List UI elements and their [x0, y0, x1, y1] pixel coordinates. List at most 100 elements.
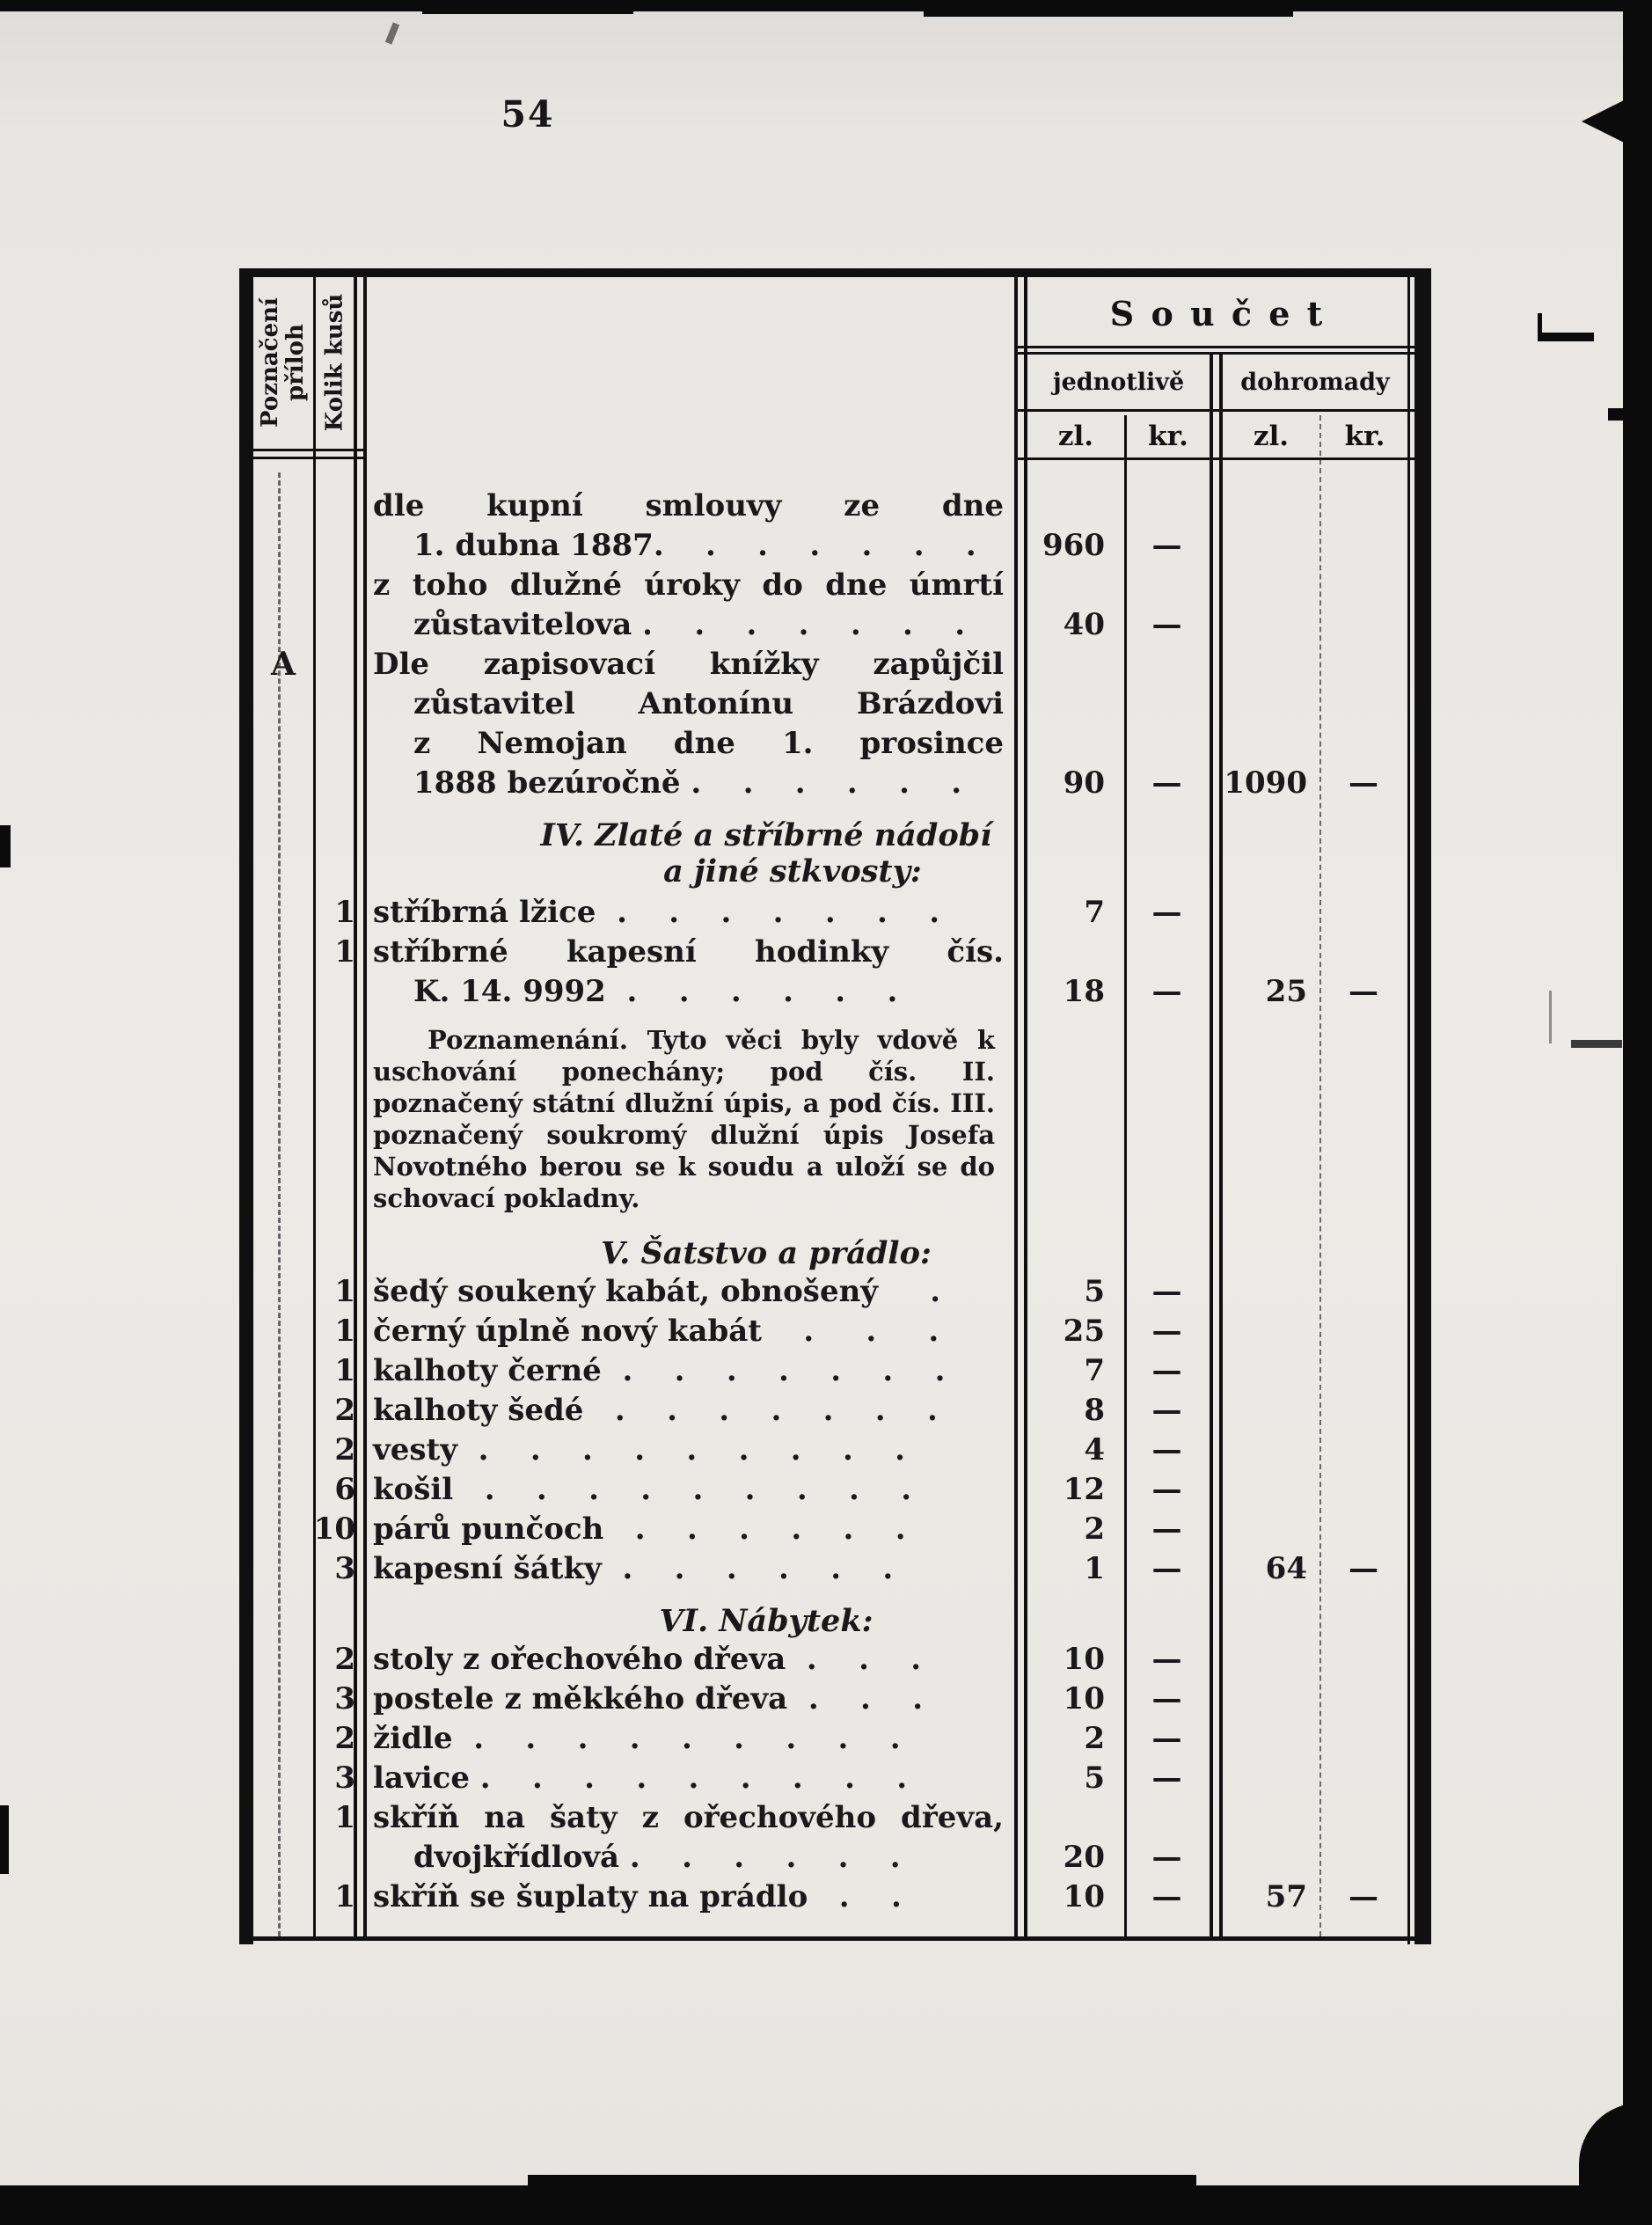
cell-zl2: [1210, 1510, 1319, 1549]
cell-kr2: [1319, 645, 1407, 684]
cell-pril: A: [271, 646, 296, 683]
cell-zl2: [1210, 1680, 1319, 1719]
cell-kr1: —: [1151, 1393, 1182, 1428]
cell-zl2: [1210, 1351, 1319, 1391]
cell-kolik: [313, 645, 364, 684]
cell-kr2: [1319, 1640, 1407, 1680]
cell-zl2: [1210, 724, 1319, 764]
cell-kr2: [1319, 684, 1407, 724]
cell-desc: z Nemojan dne 1. prosince: [413, 726, 1004, 761]
cell-kolik: 2: [334, 1432, 355, 1467]
table-row: 6 košil . . . . . . . . . 12 —: [253, 1470, 1407, 1510]
cell-zl2: 1090: [1224, 765, 1307, 801]
table-row: 1 stříbrná lžice . . . . . . . 7 —: [253, 893, 1407, 933]
cell-desc: Dle zapisovací knížky zapůjčil: [373, 647, 1004, 682]
cell-desc: VI. Nábytek:: [659, 1603, 874, 1639]
cell-kr2: [1319, 1680, 1407, 1719]
cell-kr1: —: [1151, 1642, 1182, 1677]
cell-desc: stříbrné kapesní hodinky čís.: [373, 934, 1004, 970]
table-row: IV. Zlaté a stříbrné nádobí: [253, 803, 1407, 854]
cell-desc: IV. Zlaté a stříbrné nádobí: [540, 817, 992, 853]
cell-kolik: 2: [334, 1721, 355, 1756]
cell-kolik: [313, 1838, 364, 1877]
cell-zl1: [1014, 684, 1124, 724]
table-row: 2 vesty . . . . . . . . . 4 —: [253, 1431, 1407, 1470]
cell-kolik: [313, 1589, 364, 1640]
cell-zl1: [1014, 854, 1124, 893]
cell-pril: [253, 1312, 313, 1351]
cell-pril: [253, 1221, 313, 1272]
scan-edge-bottom-smudge: [528, 2175, 1196, 2187]
cell-kr2: [1319, 1798, 1407, 1838]
cell-pril: [253, 1431, 313, 1470]
table-line: [1014, 409, 1414, 412]
table-row: 1 šedý soukený kabát, obnošený . 5 —: [253, 1272, 1407, 1312]
cell-kr1: —: [1151, 1432, 1182, 1467]
cell-kr1: [1124, 1221, 1210, 1272]
column-header-poznaceni-priloh: Poznačení příloh: [253, 275, 313, 449]
cell-kr1: [1124, 1015, 1210, 1221]
cell-zl1: [1014, 1798, 1124, 1838]
cell-kr2: [1319, 1431, 1407, 1470]
table-row: 3 kapesní šátky . . . . . . 1 — 64 —: [253, 1549, 1407, 1589]
cell-zl1: 1: [1084, 1551, 1105, 1586]
cell-kolik: [313, 487, 364, 526]
cell-kr1: —: [1151, 1353, 1182, 1388]
cell-kolik: 3: [334, 1681, 355, 1716]
cell-desc: K. 14. 9992 . . . . . .: [413, 974, 898, 1009]
cell-desc: Poznamenání. Tyto věci byly vdově k usch…: [373, 1025, 995, 1213]
cell-kr1: [1124, 487, 1210, 526]
cell-kr2: [1319, 487, 1407, 526]
column-header-kolik-kusu: Kolik kusů: [316, 275, 354, 449]
cell-kr2: —: [1349, 1551, 1378, 1586]
cell-kr2: [1319, 1272, 1407, 1312]
cell-zl2: [1210, 1470, 1319, 1510]
cell-zl1: 20: [1063, 1840, 1105, 1875]
cell-kr1: —: [1151, 1879, 1182, 1914]
cell-desc: dle kupní smlouvy ze dne: [373, 488, 1004, 523]
cell-kolik: 10: [313, 1511, 355, 1547]
cell-zl2: [1210, 1221, 1319, 1272]
cell-zl2: [1210, 803, 1319, 854]
scan-mark-slash: [384, 22, 400, 45]
cell-zl1: 8: [1084, 1393, 1105, 1428]
cell-zl2: 64: [1265, 1551, 1307, 1586]
cell-kolik: [313, 803, 364, 854]
table-line: [313, 277, 316, 1936]
cell-kr2: [1319, 605, 1407, 645]
cell-kolik: 6: [334, 1472, 355, 1507]
table-row: 1 kalhoty černé . . . . . . . 7 —: [253, 1351, 1407, 1391]
cell-kr2: [1319, 1015, 1407, 1221]
cell-kr2: [1319, 893, 1407, 933]
table-row: zůstavitel Antonínu Brázdovi: [253, 684, 1407, 724]
cell-kr1: —: [1151, 1472, 1182, 1507]
cell-zl1: [1014, 1589, 1124, 1640]
cell-kr1: —: [1151, 1551, 1182, 1586]
cell-kolik: 1: [334, 1879, 355, 1914]
table-row: 3 lavice . . . . . . . . . 5 —: [253, 1759, 1407, 1798]
table-row: 1 stříbrné kapesní hodinky čís.: [253, 933, 1407, 972]
cell-desc: zůstavitelova . . . . . . .: [413, 607, 966, 642]
table-line: [253, 449, 367, 451]
cell-kr1: [1124, 1589, 1210, 1640]
table-line: [1319, 415, 1321, 1936]
scan-blot: [1582, 99, 1627, 144]
scan-edge-top-smudge: [924, 0, 1293, 17]
cell-desc: a jiné stkvosty:: [663, 853, 922, 889]
table-row: 2 židle . . . . . . . . . 2 —: [253, 1719, 1407, 1759]
cell-pril: [253, 566, 313, 605]
cell-pril: [253, 764, 313, 803]
cell-zl1: [1014, 1221, 1124, 1272]
cell-zl2: 25: [1265, 974, 1307, 1009]
cell-zl2: 57: [1265, 1879, 1307, 1914]
cell-zl2: [1210, 854, 1319, 893]
cell-zl1: 10: [1063, 1642, 1105, 1677]
table-row: z Nemojan dne 1. prosince: [253, 724, 1407, 764]
cell-pril: [253, 684, 313, 724]
sum-subheader-dohromady: dohromady: [1240, 369, 1390, 396]
cell-zl2: [1210, 933, 1319, 972]
cell-kr1: —: [1151, 1314, 1182, 1349]
cell-zl2: [1210, 1312, 1319, 1351]
scan-mark-line: [1549, 991, 1552, 1043]
cell-kr1: —: [1151, 1721, 1182, 1756]
